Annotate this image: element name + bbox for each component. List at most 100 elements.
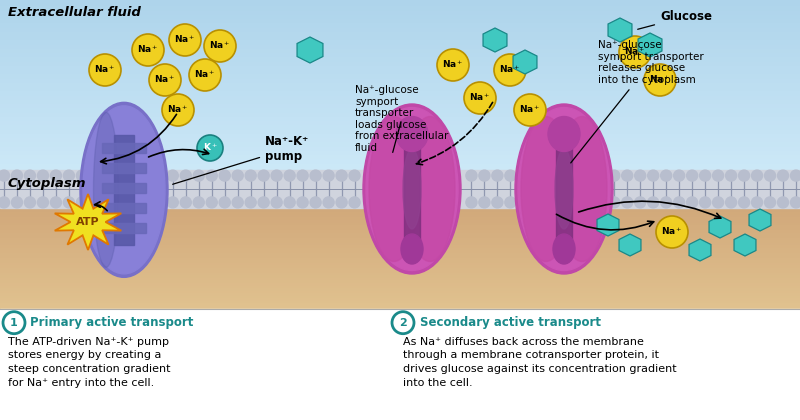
- Circle shape: [661, 197, 672, 208]
- Bar: [0, 118, 800, 123]
- Ellipse shape: [83, 106, 165, 274]
- Bar: [0, 250, 800, 253]
- Bar: [0, 260, 800, 263]
- Text: The ATP-driven Na⁺-K⁺ pump
stores energy by creating a
steep concentration gradi: The ATP-driven Na⁺-K⁺ pump stores energy…: [8, 337, 170, 388]
- Bar: [0, 0, 800, 4]
- Bar: [0, 76, 800, 81]
- Circle shape: [336, 170, 347, 181]
- Bar: [0, 54, 800, 60]
- Circle shape: [751, 197, 762, 208]
- Circle shape: [609, 197, 620, 208]
- Ellipse shape: [366, 108, 458, 270]
- Text: Na$^+$: Na$^+$: [210, 39, 230, 51]
- Circle shape: [392, 312, 414, 334]
- Circle shape: [609, 170, 620, 181]
- Circle shape: [194, 170, 204, 181]
- Bar: [0, 12, 800, 17]
- Bar: [0, 3, 800, 8]
- Ellipse shape: [405, 116, 455, 262]
- Polygon shape: [597, 214, 619, 236]
- Text: Na⁺-K⁺
pump: Na⁺-K⁺ pump: [173, 135, 310, 184]
- Circle shape: [790, 170, 800, 181]
- Bar: [0, 295, 800, 299]
- Bar: [0, 230, 800, 233]
- Circle shape: [726, 170, 737, 181]
- Circle shape: [0, 170, 10, 181]
- Text: Na$^+$: Na$^+$: [154, 73, 176, 85]
- Circle shape: [700, 170, 710, 181]
- Bar: [0, 160, 800, 166]
- Circle shape: [258, 197, 269, 208]
- Circle shape: [89, 54, 121, 86]
- Polygon shape: [297, 37, 323, 63]
- Bar: [0, 285, 800, 289]
- Bar: [102, 183, 146, 193]
- Bar: [0, 88, 800, 94]
- Polygon shape: [638, 33, 662, 57]
- Bar: [0, 170, 800, 208]
- Circle shape: [162, 94, 194, 126]
- Circle shape: [494, 54, 526, 86]
- Bar: [0, 237, 800, 241]
- Circle shape: [245, 197, 256, 208]
- Bar: [0, 278, 800, 281]
- Bar: [102, 223, 146, 233]
- Bar: [102, 203, 146, 213]
- Circle shape: [634, 170, 646, 181]
- Text: Cytoplasm: Cytoplasm: [8, 177, 86, 190]
- Circle shape: [674, 197, 685, 208]
- Bar: [0, 235, 800, 238]
- Bar: [0, 222, 800, 226]
- Ellipse shape: [518, 108, 610, 270]
- Bar: [0, 148, 800, 153]
- Circle shape: [3, 312, 25, 334]
- Text: Na$^+$: Na$^+$: [194, 68, 216, 80]
- Bar: [0, 265, 800, 268]
- Polygon shape: [749, 209, 771, 231]
- Bar: [0, 16, 800, 21]
- Circle shape: [661, 170, 672, 181]
- Bar: [0, 283, 800, 286]
- Circle shape: [648, 197, 658, 208]
- Circle shape: [479, 197, 490, 208]
- Circle shape: [349, 170, 360, 181]
- Circle shape: [206, 170, 218, 181]
- Ellipse shape: [369, 116, 419, 262]
- Circle shape: [169, 24, 201, 56]
- Circle shape: [189, 59, 221, 91]
- Circle shape: [297, 197, 308, 208]
- Bar: [0, 247, 800, 251]
- Bar: [0, 207, 800, 210]
- Bar: [0, 270, 800, 273]
- Circle shape: [765, 170, 775, 181]
- Circle shape: [297, 170, 308, 181]
- Bar: [0, 225, 800, 228]
- Circle shape: [778, 197, 789, 208]
- Bar: [0, 217, 800, 221]
- Text: Na$^+$: Na$^+$: [167, 103, 189, 115]
- Circle shape: [204, 30, 236, 62]
- Ellipse shape: [403, 149, 421, 229]
- Ellipse shape: [553, 234, 575, 264]
- Text: Na⁺-glucose
symport
transporter
loads glucose
from extracellular
fluid: Na⁺-glucose symport transporter loads gl…: [355, 85, 448, 153]
- Bar: [0, 232, 800, 236]
- Bar: [0, 275, 800, 278]
- Bar: [0, 268, 800, 271]
- Text: Secondary active transport: Secondary active transport: [420, 316, 601, 329]
- Circle shape: [25, 170, 35, 181]
- Bar: [0, 58, 800, 64]
- Circle shape: [232, 170, 243, 181]
- Circle shape: [644, 64, 676, 96]
- Bar: [0, 135, 800, 140]
- Polygon shape: [54, 194, 122, 250]
- Bar: [0, 114, 800, 119]
- Text: As Na⁺ diffuses back across the membrane
through a membrane cotransporter protei: As Na⁺ diffuses back across the membrane…: [403, 337, 677, 388]
- Bar: [0, 309, 800, 420]
- Circle shape: [492, 197, 503, 208]
- Circle shape: [167, 170, 178, 181]
- Text: Na$^+$: Na$^+$: [138, 43, 158, 55]
- Text: Extracellular fluid: Extracellular fluid: [8, 6, 141, 19]
- Circle shape: [50, 170, 62, 181]
- Circle shape: [38, 197, 49, 208]
- Bar: [0, 245, 800, 248]
